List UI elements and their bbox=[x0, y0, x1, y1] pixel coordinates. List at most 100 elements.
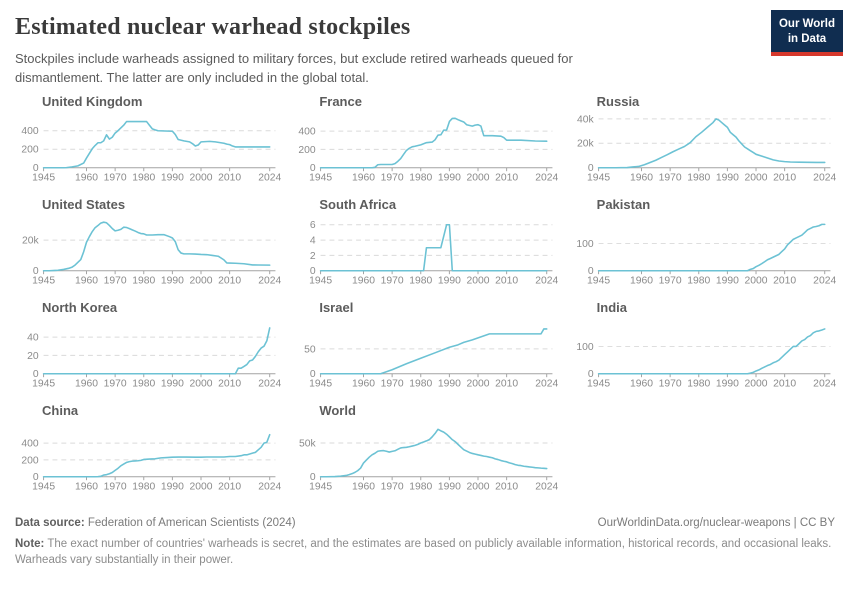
y-tick-label: 2 bbox=[310, 251, 316, 262]
x-tick-label: 2024 bbox=[258, 481, 281, 492]
x-tick-label: 1960 bbox=[352, 378, 375, 389]
data-line-israel bbox=[320, 327, 548, 375]
x-tick-label: 1990 bbox=[161, 275, 184, 286]
owid-logo: Our World in Data bbox=[771, 10, 843, 56]
x-tick-label: 2000 bbox=[467, 481, 490, 492]
x-tick-label: 2024 bbox=[258, 275, 281, 286]
x-tick-label: 2000 bbox=[190, 481, 213, 492]
y-tick-label: 0 bbox=[310, 472, 316, 483]
x-tick-label: 1970 bbox=[381, 172, 404, 183]
x-tick-label: 1945 bbox=[309, 378, 332, 389]
y-tick-label: 0 bbox=[588, 266, 594, 277]
data-line-world bbox=[320, 428, 548, 478]
x-tick-label: 1990 bbox=[716, 172, 739, 183]
source-row: Data source: Federation of American Scie… bbox=[15, 517, 835, 529]
x-tick-label: 1970 bbox=[658, 172, 681, 183]
chart-title: China bbox=[42, 402, 79, 418]
data-line-united-states bbox=[42, 221, 271, 272]
x-tick-label: 2010 bbox=[218, 172, 241, 183]
y-tick-label: 0 bbox=[33, 163, 39, 174]
line-chart: 0 2 4 6 1945 1960 1970 1980 1990 2000 2010 2024 bbox=[309, 220, 558, 286]
y-tick-label: 0 bbox=[310, 266, 316, 277]
data-line-united-kingdom bbox=[42, 120, 271, 169]
x-tick-label: 2000 bbox=[467, 172, 490, 183]
x-tick-label: 1990 bbox=[716, 378, 739, 389]
owid-logo-line2: in Data bbox=[787, 32, 827, 45]
x-tick-label: 2000 bbox=[467, 275, 490, 286]
x-tick-label: 1945 bbox=[309, 481, 332, 492]
x-tick-label: 1990 bbox=[161, 378, 184, 389]
x-tick-label: 2024 bbox=[536, 378, 559, 389]
x-tick-label: 2010 bbox=[218, 481, 241, 492]
footer: Data source: Federation of American Scie… bbox=[0, 493, 850, 568]
line-chart: 0 200 400 1945 1960 1970 1980 1990 2000 2010 2024 bbox=[299, 117, 559, 183]
x-tick-label: 1990 bbox=[161, 481, 184, 492]
chart-title: North Korea bbox=[42, 299, 118, 315]
x-tick-label: 1970 bbox=[104, 481, 127, 492]
x-tick-label: 1960 bbox=[352, 275, 375, 286]
line-chart: 0 200 400 1945 1960 1970 1980 1990 2000 2010 2024 bbox=[21, 120, 281, 183]
x-tick-label: 1990 bbox=[438, 378, 461, 389]
y-tick-label: 6 bbox=[310, 220, 316, 231]
y-tick-label: 0 bbox=[588, 163, 594, 174]
y-tick-label: 400 bbox=[21, 438, 39, 449]
chart-panel-china: China 0 200 400 1945 1960 1970 1980 1990 2000 2010… bbox=[12, 403, 283, 493]
y-tick-label: 0 bbox=[310, 369, 316, 380]
y-tick-label: 100 bbox=[576, 239, 594, 250]
x-tick-label: 2010 bbox=[218, 275, 241, 286]
x-tick-label: 2010 bbox=[495, 378, 518, 389]
x-tick-label: 1990 bbox=[161, 172, 184, 183]
chart-panel-israel: Israel 0 50 1945 1960 1970 1980 1990 2000 2010 202… bbox=[289, 300, 560, 390]
x-tick-label: 2010 bbox=[495, 172, 518, 183]
x-tick-label: 1980 bbox=[410, 481, 433, 492]
y-tick-label: 50k bbox=[299, 438, 317, 449]
chart-panel-united-kingdom: United Kingdom 0 200 400 1945 1960 1970 1980 199… bbox=[12, 94, 283, 184]
y-tick-label: 400 bbox=[299, 126, 317, 137]
x-tick-label: 1990 bbox=[716, 275, 739, 286]
x-tick-label: 2010 bbox=[218, 378, 241, 389]
chart-title: World bbox=[319, 402, 356, 418]
y-tick-label: 20 bbox=[27, 351, 39, 362]
y-tick-label: 100 bbox=[576, 342, 594, 353]
chart-panel-france: France 0 200 400 1945 1960 1970 1980 1990 2000 201… bbox=[289, 94, 560, 184]
y-tick-label: 200 bbox=[299, 145, 317, 156]
x-tick-label: 2000 bbox=[744, 172, 767, 183]
chart-panel-south-africa: South Africa 0 2 4 6 1945 1960 1970 1980 1990 2000… bbox=[289, 197, 560, 287]
chart-title: Pakistan bbox=[596, 196, 651, 212]
line-chart: 0 20 40 1945 1960 1970 1980 1990 2000 2010 2024 bbox=[27, 326, 281, 389]
chart-title: Israel bbox=[319, 299, 354, 315]
chart-panel-north-korea: North Korea 0 20 40 1945 1960 1970 1980 1990 2000… bbox=[12, 300, 283, 390]
x-tick-label: 1990 bbox=[438, 275, 461, 286]
x-tick-label: 2000 bbox=[190, 378, 213, 389]
x-tick-label: 1960 bbox=[630, 172, 653, 183]
x-tick-label: 1970 bbox=[104, 275, 127, 286]
x-tick-label: 1970 bbox=[381, 275, 404, 286]
chart-title: France bbox=[319, 93, 362, 109]
line-chart: 0 100 1945 1960 1970 1980 1990 2000 2010 2024 bbox=[576, 327, 836, 389]
x-tick-label: 1980 bbox=[132, 481, 155, 492]
line-chart: 0 200 400 1945 1960 1970 1980 1990 2000 2010 2024 bbox=[21, 433, 281, 492]
chart-title: India bbox=[596, 299, 627, 315]
x-tick-label: 2010 bbox=[773, 378, 796, 389]
y-tick-label: 4 bbox=[310, 235, 316, 246]
y-tick-label: 0 bbox=[33, 369, 39, 380]
x-tick-label: 1960 bbox=[75, 172, 98, 183]
x-tick-label: 2010 bbox=[773, 172, 796, 183]
x-tick-label: 2024 bbox=[536, 481, 559, 492]
x-tick-label: 2000 bbox=[744, 275, 767, 286]
y-tick-label: 0 bbox=[33, 266, 39, 277]
x-tick-label: 1960 bbox=[630, 275, 653, 286]
y-tick-label: 50 bbox=[304, 344, 316, 355]
x-tick-label: 1970 bbox=[658, 378, 681, 389]
x-tick-label: 1960 bbox=[352, 172, 375, 183]
x-tick-label: 2024 bbox=[813, 172, 836, 183]
x-tick-label: 2000 bbox=[467, 378, 490, 389]
footnote: Note: The exact number of countries' war… bbox=[15, 536, 835, 568]
chart-title: Russia bbox=[596, 93, 640, 109]
y-tick-label: 40 bbox=[27, 332, 39, 343]
x-tick-label: 1960 bbox=[630, 378, 653, 389]
data-line-china bbox=[42, 433, 271, 478]
chart-panel-russia: Russia 0 20k 40k 1945 1960 1970 1980 1990 2000 201… bbox=[567, 94, 838, 184]
data-line-india bbox=[597, 327, 826, 375]
x-tick-label: 2024 bbox=[258, 172, 281, 183]
